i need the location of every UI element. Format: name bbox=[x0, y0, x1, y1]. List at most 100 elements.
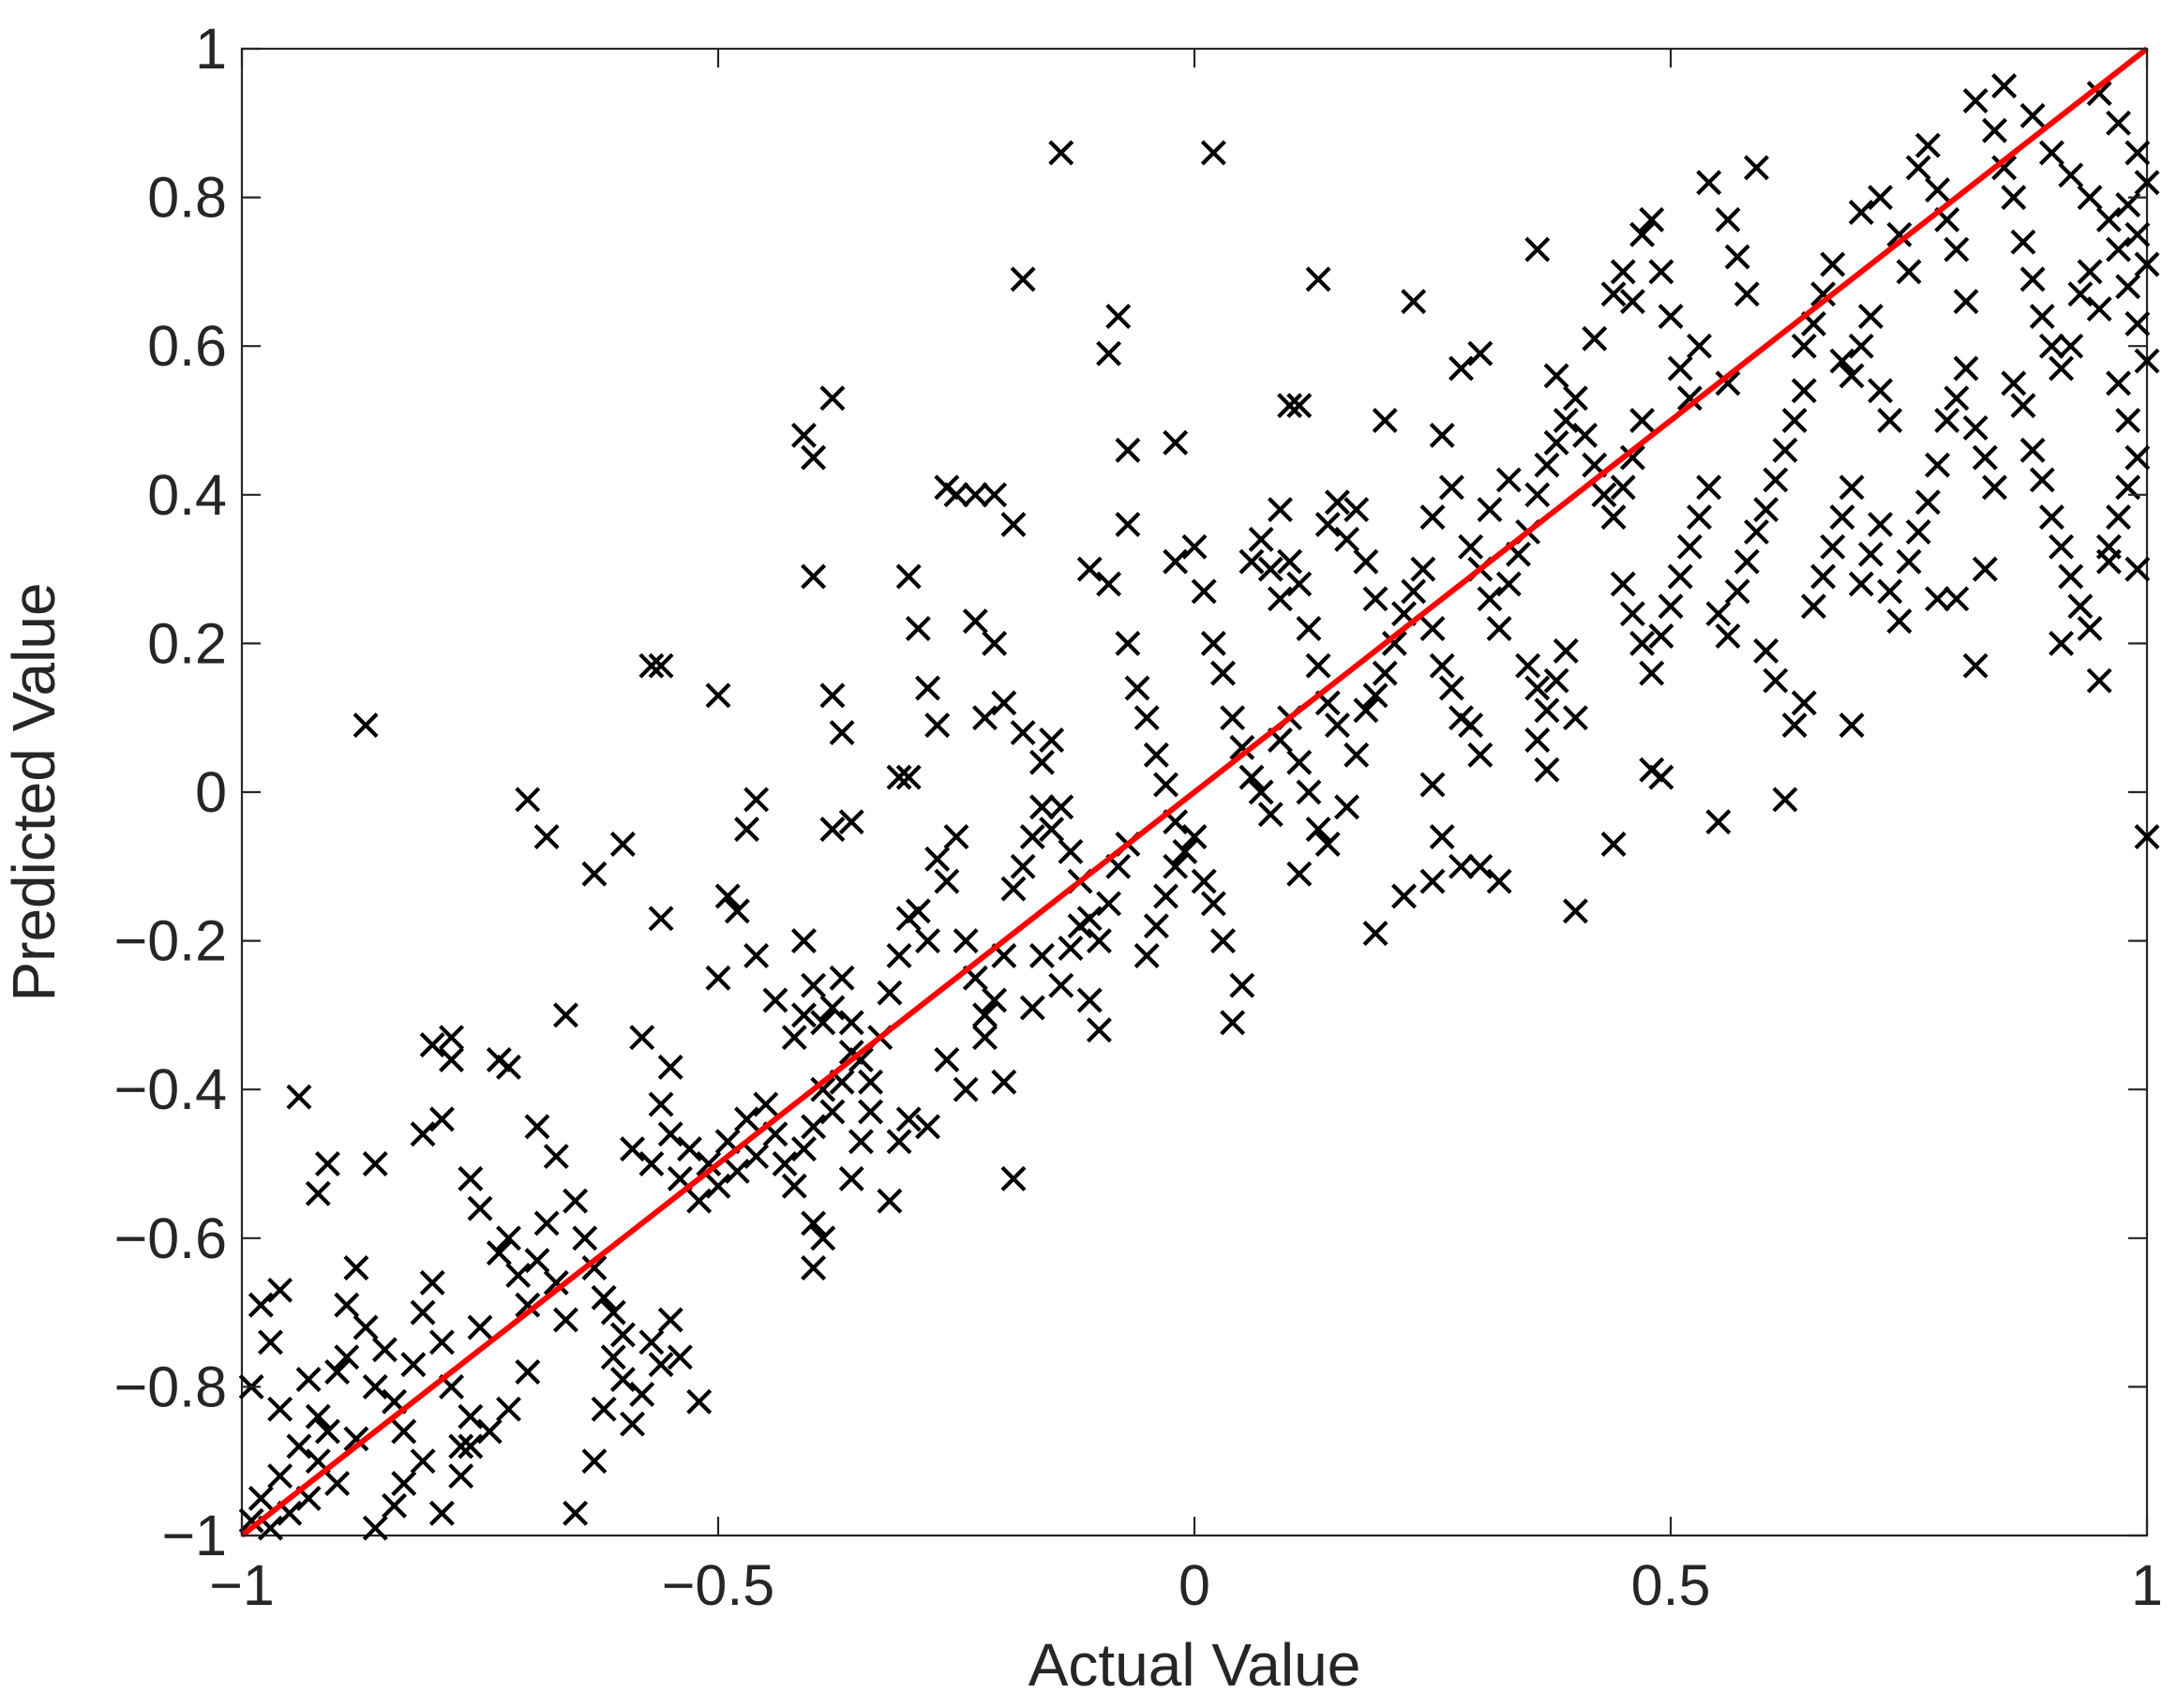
data-point bbox=[1267, 497, 1293, 523]
data-point bbox=[924, 712, 951, 739]
data-point bbox=[982, 482, 1008, 508]
data-point bbox=[1524, 236, 1551, 262]
data-point bbox=[667, 1344, 693, 1371]
data-point bbox=[1286, 571, 1313, 597]
data-point bbox=[248, 1485, 274, 1511]
data-point bbox=[1696, 474, 1722, 501]
data-point bbox=[705, 682, 731, 709]
data-point bbox=[1134, 705, 1160, 731]
data-point bbox=[1257, 802, 1284, 828]
data-point bbox=[1334, 794, 1360, 820]
data-point bbox=[1857, 303, 1884, 329]
y-tick-label: −0.2 bbox=[114, 909, 227, 973]
data-point bbox=[600, 1299, 626, 1326]
data-point bbox=[1953, 289, 1979, 315]
data-point bbox=[801, 563, 827, 590]
data-point bbox=[458, 1403, 484, 1430]
data-point bbox=[1296, 779, 1322, 805]
data-point bbox=[1686, 333, 1712, 359]
data-point bbox=[838, 1165, 864, 1191]
data-point bbox=[1848, 199, 1874, 225]
data-point bbox=[858, 1099, 884, 1125]
data-point bbox=[743, 1144, 770, 1170]
data-point bbox=[1429, 824, 1455, 850]
x-axis-title: Actual Value bbox=[1028, 1631, 1361, 1699]
y-tick-label: −0.4 bbox=[114, 1057, 227, 1121]
data-point bbox=[1086, 928, 1112, 954]
data-point bbox=[495, 1396, 521, 1422]
data-point bbox=[1372, 408, 1398, 433]
data-point bbox=[1096, 891, 1122, 917]
data-point bbox=[267, 1463, 293, 1490]
data-point bbox=[267, 1396, 293, 1422]
data-point bbox=[819, 385, 846, 412]
data-point bbox=[439, 1046, 465, 1072]
data-point bbox=[1763, 467, 1789, 493]
data-point bbox=[1591, 482, 1617, 508]
data-point bbox=[848, 1046, 874, 1072]
data-point bbox=[314, 1418, 340, 1445]
data-point bbox=[2067, 593, 2094, 620]
data-point bbox=[581, 861, 608, 887]
data-point bbox=[2001, 370, 2027, 397]
data-point bbox=[848, 1129, 874, 1155]
data-point bbox=[971, 705, 998, 731]
data-point bbox=[1753, 637, 1779, 664]
data-point bbox=[1934, 408, 1960, 433]
y-tick-labels: −1 −0.8 −0.6 −0.4 −0.2 0 0.2 0.4 0.6 0.8 1 bbox=[114, 17, 227, 1567]
data-point bbox=[1239, 764, 1265, 790]
data-point bbox=[2106, 110, 2132, 136]
data-point bbox=[1401, 578, 1427, 605]
data-point bbox=[915, 675, 941, 701]
data-point bbox=[1667, 563, 1693, 590]
data-point bbox=[886, 1129, 912, 1155]
data-point bbox=[410, 1299, 436, 1326]
data-point bbox=[971, 1025, 998, 1051]
data-point bbox=[1743, 518, 1769, 545]
data-point bbox=[1028, 749, 1055, 775]
data-point bbox=[419, 1032, 445, 1058]
data-point bbox=[1791, 333, 1817, 359]
data-point bbox=[1705, 809, 1732, 835]
data-point bbox=[1381, 630, 1407, 656]
data-point bbox=[1477, 586, 1503, 612]
data-point bbox=[1362, 586, 1389, 612]
data-point bbox=[1220, 1010, 1246, 1036]
data-point bbox=[591, 1396, 617, 1422]
data-point bbox=[2010, 393, 2036, 419]
data-point bbox=[1429, 422, 1455, 448]
data-point bbox=[1600, 832, 1627, 857]
data-point bbox=[1848, 333, 1874, 359]
data-point bbox=[1200, 630, 1226, 656]
data-point bbox=[1467, 853, 1494, 879]
data-point bbox=[2124, 444, 2151, 471]
x-tick-label: 0.5 bbox=[1631, 1553, 1711, 1617]
data-point bbox=[2095, 533, 2122, 560]
data-point bbox=[1562, 385, 1588, 412]
data-point bbox=[1829, 348, 1855, 374]
data-point bbox=[410, 1448, 436, 1475]
data-point bbox=[1096, 571, 1122, 597]
data-point bbox=[705, 965, 731, 991]
data-point bbox=[2086, 81, 2112, 107]
data-point bbox=[819, 1099, 846, 1125]
data-point bbox=[1734, 281, 1760, 307]
data-point bbox=[1163, 429, 1189, 456]
data-point bbox=[1534, 757, 1560, 783]
data-point bbox=[1010, 853, 1036, 879]
data-point bbox=[1791, 690, 1817, 716]
data-point bbox=[1972, 556, 1998, 582]
data-point bbox=[1191, 578, 1217, 605]
data-point bbox=[2058, 563, 2084, 590]
data-point bbox=[1229, 972, 1255, 998]
data-point bbox=[895, 1106, 922, 1132]
data-point bbox=[1134, 942, 1160, 968]
data-point bbox=[648, 1091, 674, 1117]
data-point bbox=[2010, 229, 2036, 255]
data-point bbox=[1619, 601, 1645, 627]
data-point bbox=[1143, 742, 1169, 768]
data-point bbox=[1896, 259, 1922, 285]
data-point bbox=[733, 817, 759, 843]
data-point bbox=[1629, 221, 1656, 247]
data-point bbox=[1676, 385, 1703, 412]
